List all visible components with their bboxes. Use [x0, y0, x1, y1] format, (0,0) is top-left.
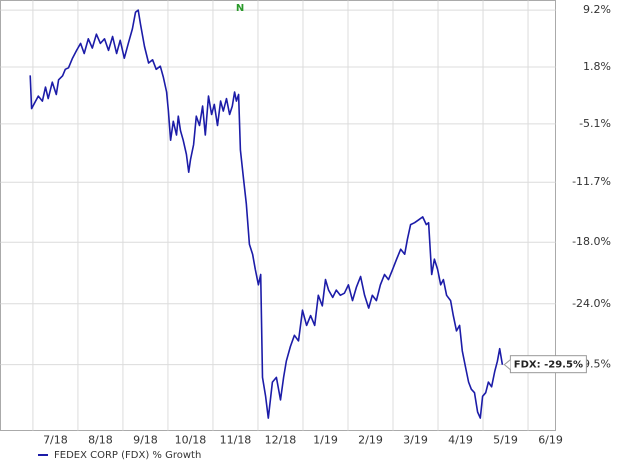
- x-tick-label: 4/19: [448, 434, 473, 447]
- x-tick-label: 10/18: [175, 434, 207, 447]
- x-tick-label: 11/18: [220, 434, 252, 447]
- x-tick-label: 7/18: [43, 434, 68, 447]
- x-tick-label: 5/19: [493, 434, 518, 447]
- end-tag-pointer: [503, 359, 511, 371]
- y-tick-label: -5.1%: [579, 117, 611, 130]
- x-tick-label: 3/19: [403, 434, 428, 447]
- x-tick-label: 1/19: [313, 434, 338, 447]
- y-tick-label: 9.2%: [583, 3, 611, 16]
- x-tick-label: 8/18: [88, 434, 113, 447]
- y-tick-label: -18.0%: [572, 235, 611, 248]
- y-tick-label: 1.8%: [583, 60, 611, 73]
- end-tag-label: FDX: -29.5%: [514, 360, 583, 371]
- x-tick-label: 6/19: [538, 434, 563, 447]
- series-line: [29, 9, 504, 419]
- legend-label: FEDEX CORP (FDX) % Growth: [54, 450, 201, 461]
- y-tick-label: -24.0%: [572, 297, 611, 310]
- x-tick-label: 12/18: [265, 434, 297, 447]
- y-tick-label: -11.7%: [572, 175, 611, 188]
- x-tick-label: 2/19: [358, 434, 383, 447]
- x-tick-label: 9/18: [133, 434, 158, 447]
- plot-frame: [0, 0, 556, 431]
- annotation-marker: N: [236, 3, 244, 14]
